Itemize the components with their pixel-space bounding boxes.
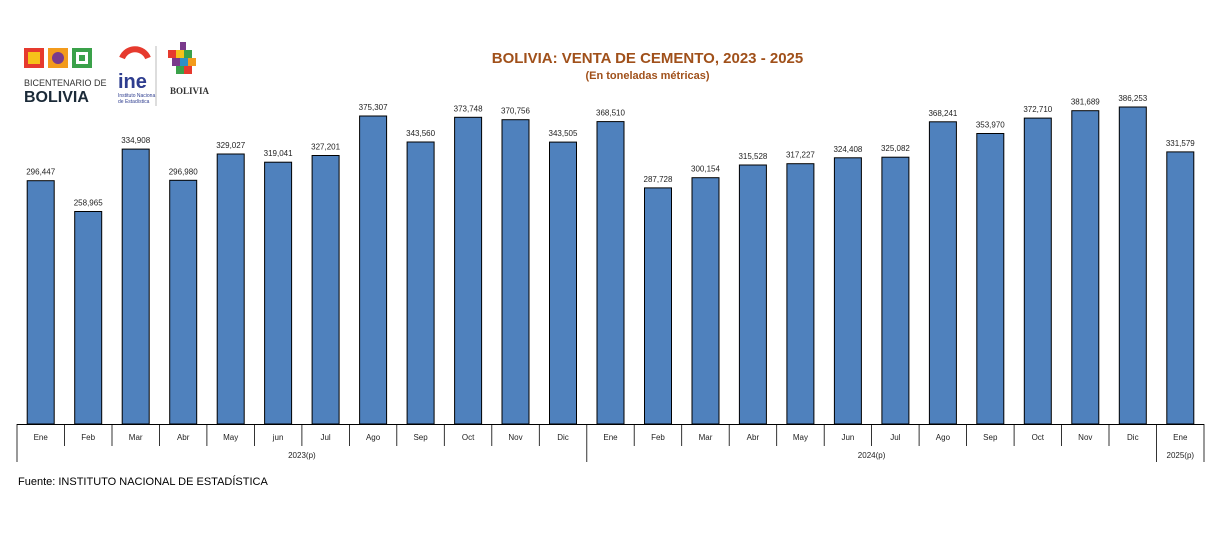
bar-value-label: 296,980 bbox=[169, 167, 198, 176]
ine-caption-line1: Instituto Nacional bbox=[118, 93, 156, 99]
bar-value-label: 373,748 bbox=[454, 104, 483, 113]
bar bbox=[738, 164, 767, 425]
bar bbox=[74, 211, 103, 425]
bar bbox=[976, 133, 1005, 425]
bar-value-label: 343,505 bbox=[549, 129, 578, 138]
bar bbox=[928, 121, 957, 425]
bicentenario-label: BICENTENARIO DE bbox=[24, 78, 107, 88]
x-tick-label: Abr bbox=[747, 433, 760, 442]
x-tick-label: Ene bbox=[603, 433, 618, 442]
x-tick-label: Ago bbox=[936, 433, 951, 442]
x-axis: Ene Feb Mar Abr May jun Jul Ago Sep Oct Nov Dic Ene F… bbox=[16, 424, 1205, 462]
bar-value-label: 343,560 bbox=[406, 129, 435, 138]
x-tick-label: Nov bbox=[1078, 433, 1092, 442]
bar-value-label: 324,408 bbox=[833, 145, 862, 154]
bicentenario-emblem bbox=[24, 48, 92, 68]
bar-value-label: 300,154 bbox=[691, 165, 720, 174]
x-tick-label: Ago bbox=[366, 433, 381, 442]
x-tick-label: Jul bbox=[890, 433, 900, 442]
x-tick-label: Nov bbox=[508, 433, 522, 442]
bar-value-label: 325,082 bbox=[881, 144, 910, 153]
x-tick-label: Oct bbox=[462, 433, 475, 442]
x-tick-label: Sep bbox=[413, 433, 428, 442]
value-labels-group: 296,447 258,965 334,908 296,980 329,027 319,0… bbox=[26, 94, 1195, 208]
bar bbox=[406, 141, 435, 425]
x-tick-label: Jul bbox=[320, 433, 330, 442]
bar-value-label: 287,728 bbox=[644, 175, 673, 184]
x-tick-label: May bbox=[793, 433, 808, 442]
bar-value-label: 381,689 bbox=[1071, 98, 1100, 107]
ine-logo: ine Instituto Nacional de Estadística bbox=[118, 46, 156, 105]
bars-group bbox=[26, 106, 1195, 425]
x-tick-label: Feb bbox=[651, 433, 665, 442]
ine-logo-text: ine bbox=[118, 71, 147, 93]
bar-value-label: 317,227 bbox=[786, 151, 815, 160]
bar-value-label: 386,253 bbox=[1118, 94, 1147, 103]
x-tick-label: Dic bbox=[557, 433, 569, 442]
x-tick-label: Feb bbox=[81, 433, 95, 442]
chart-title: BOLIVIA: VENTA DE CEMENTO, 2023 - 2025 bbox=[491, 50, 804, 67]
x-tick-label: Abr bbox=[177, 433, 190, 442]
x-tick-label: Oct bbox=[1032, 433, 1045, 442]
bar bbox=[454, 116, 483, 425]
x-tick-label: Ene bbox=[1173, 433, 1188, 442]
ine-caption-line2: de Estadística bbox=[118, 99, 150, 105]
bar bbox=[786, 163, 815, 425]
bar-value-label: 258,965 bbox=[74, 199, 103, 208]
chart-subtitle: (En toneladas métricas) bbox=[585, 70, 710, 82]
bar bbox=[216, 153, 245, 425]
bar bbox=[644, 187, 672, 425]
x-tick-label: Mar bbox=[129, 433, 143, 442]
bar bbox=[121, 148, 150, 425]
x-tick-label: Dic bbox=[1127, 433, 1139, 442]
x-tick-label: Jun bbox=[841, 433, 854, 442]
bar-value-label: 370,756 bbox=[501, 107, 530, 116]
bar bbox=[596, 121, 625, 425]
bar-chart: 296,447 258,965 334,908 296,980 329,027 319,0… bbox=[16, 94, 1205, 462]
bar bbox=[691, 177, 720, 425]
bar bbox=[549, 141, 577, 425]
year-group-label: 2025(p) bbox=[1167, 451, 1195, 460]
year-group-label: 2023(p) bbox=[288, 451, 316, 460]
bar-value-label: 353,970 bbox=[976, 121, 1005, 130]
bar-value-label: 327,201 bbox=[311, 143, 340, 152]
bar bbox=[169, 179, 198, 425]
bicentenario-bolivia-label: BOLIVIA bbox=[24, 89, 89, 106]
bar bbox=[833, 157, 862, 425]
bar-value-label: 334,908 bbox=[121, 136, 150, 145]
logos-group: BICENTENARIO DE BOLIVIA ine Instituto Na… bbox=[18, 40, 218, 112]
bar-value-label: 375,307 bbox=[359, 103, 388, 112]
ministry-label: BOLIVIA bbox=[170, 86, 210, 96]
x-tick-label: Ene bbox=[34, 433, 49, 442]
bar-value-label: 319,041 bbox=[264, 149, 293, 158]
bar bbox=[1071, 110, 1100, 425]
logo-artwork: BICENTENARIO DE BOLIVIA ine Instituto Na… bbox=[24, 42, 210, 106]
bar-value-label: 372,710 bbox=[1023, 105, 1052, 114]
bar-value-label: 315,528 bbox=[738, 152, 767, 161]
x-tick-label: May bbox=[223, 433, 238, 442]
bar bbox=[1118, 106, 1147, 425]
bar bbox=[881, 156, 910, 425]
bar-value-label: 296,447 bbox=[26, 168, 55, 177]
year-group-label: 2024(p) bbox=[858, 451, 886, 460]
bar-value-label: 368,510 bbox=[596, 109, 625, 118]
bar bbox=[1166, 151, 1195, 425]
x-tick-label: jun bbox=[272, 433, 284, 442]
x-tick-label: Mar bbox=[699, 433, 713, 442]
bar-value-label: 368,241 bbox=[928, 109, 957, 118]
x-tick-label: Sep bbox=[983, 433, 998, 442]
bar bbox=[311, 155, 340, 425]
bar bbox=[359, 115, 388, 425]
ministry-emblem bbox=[168, 42, 196, 74]
bar bbox=[1023, 117, 1052, 425]
bar-value-label: 329,027 bbox=[216, 141, 245, 150]
bar bbox=[264, 161, 293, 425]
bar bbox=[26, 180, 55, 425]
bar bbox=[501, 119, 530, 425]
source-note: Fuente: INSTITUTO NACIONAL DE ESTADÍSTIC… bbox=[18, 476, 268, 488]
bar-value-label: 331,579 bbox=[1166, 139, 1195, 148]
